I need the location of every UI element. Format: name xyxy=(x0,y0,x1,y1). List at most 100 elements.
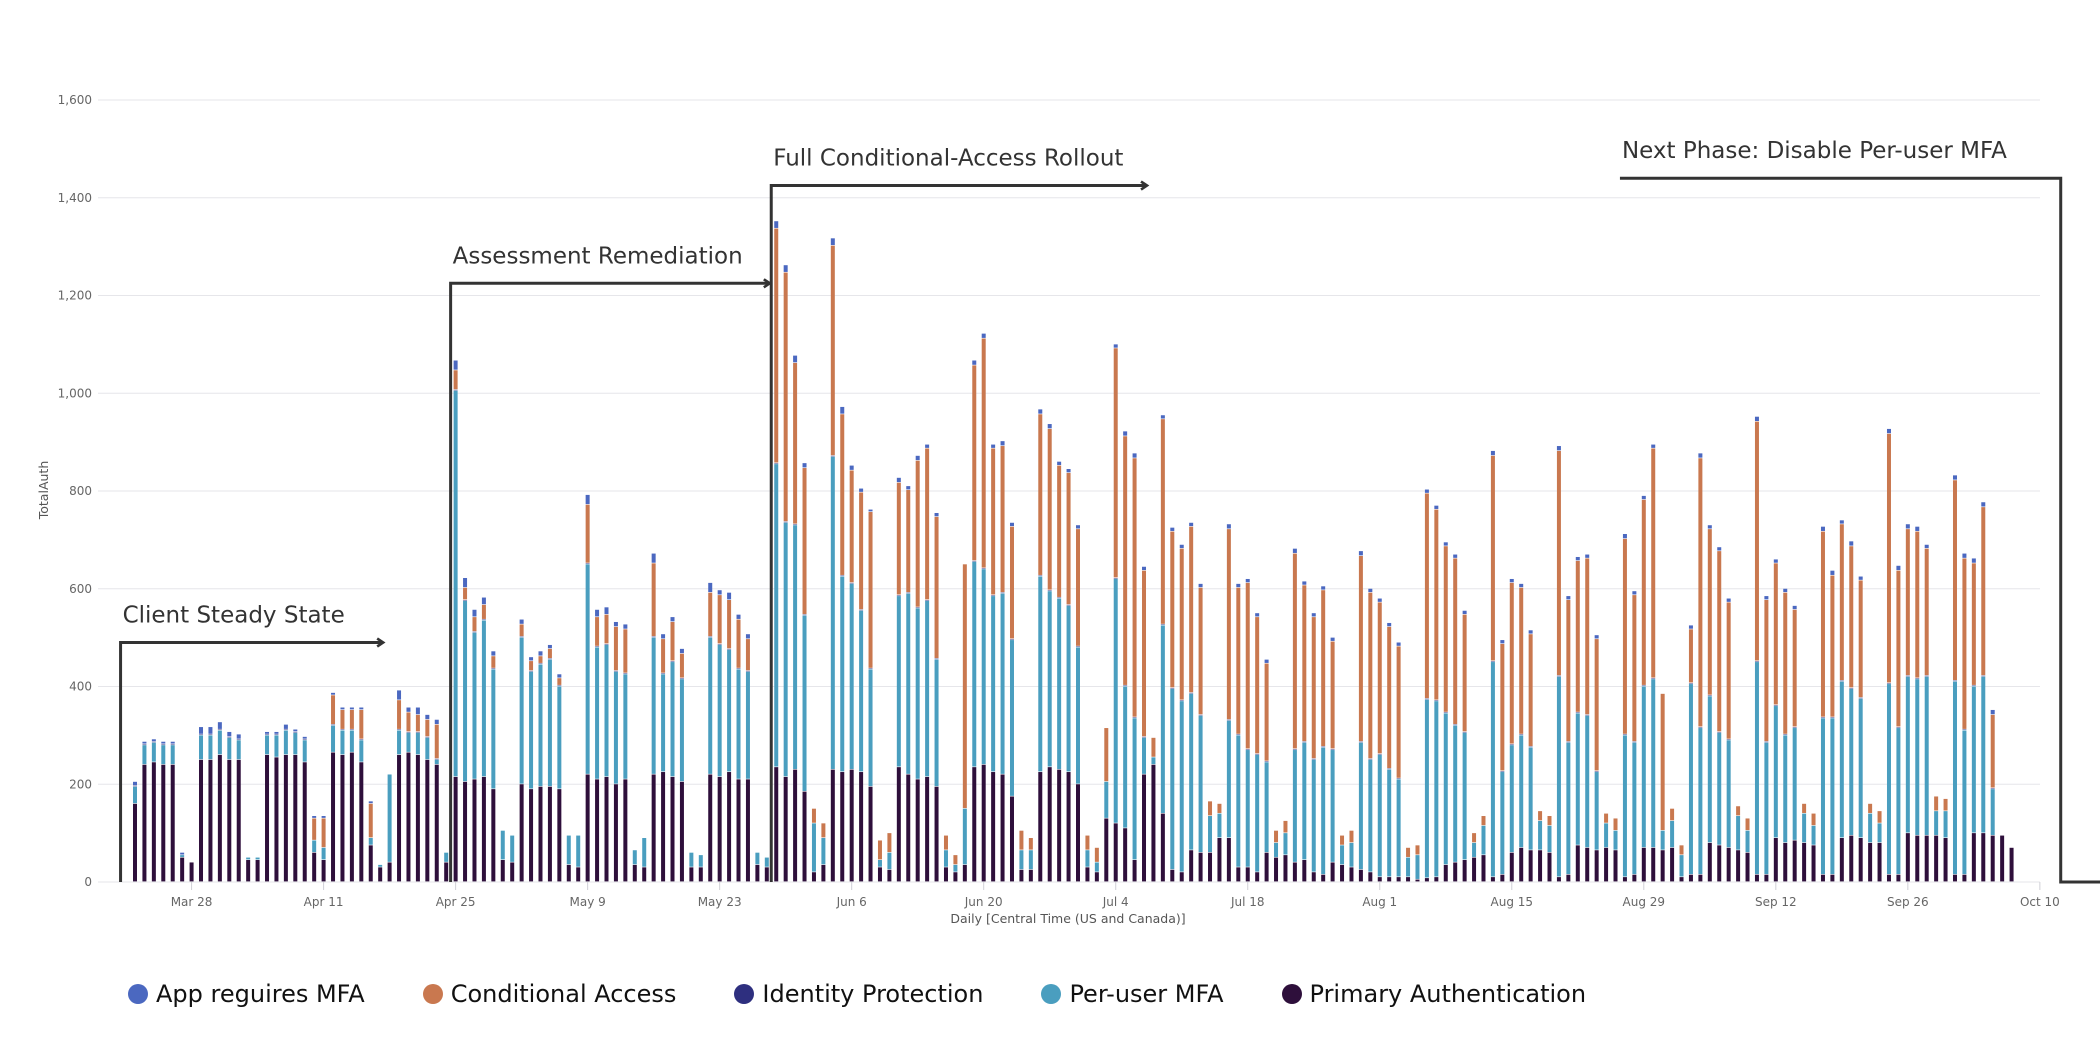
bar-segment-app-reguires-mfa xyxy=(1009,522,1014,527)
bar-segment-conditional-access xyxy=(1236,587,1241,734)
bar-segment-identity-protection xyxy=(1641,685,1646,687)
bar-segment-identity-protection xyxy=(1226,719,1231,721)
bar-segment-primary-authentication xyxy=(472,779,477,882)
bar-stack xyxy=(1849,541,1854,882)
bar-segment-per-user-mfa xyxy=(368,838,373,845)
bar-stack xyxy=(1651,444,1656,882)
bar-segment-per-user-mfa xyxy=(981,569,986,765)
bar-stack xyxy=(1688,625,1693,882)
bar-segment-per-user-mfa xyxy=(331,725,336,752)
bar-segment-primary-authentication xyxy=(1142,774,1147,882)
bar-segment-app-reguires-mfa xyxy=(1707,525,1712,529)
bar-stack xyxy=(943,835,948,882)
x-tick-label: Jun 6 xyxy=(836,895,867,909)
bar-stack xyxy=(293,729,298,882)
bar-segment-identity-protection xyxy=(340,729,345,731)
bar-segment-identity-protection xyxy=(679,678,684,679)
bar-segment-app-reguires-mfa xyxy=(1915,526,1920,531)
bar-segment-conditional-access xyxy=(613,626,618,671)
legend-item[interactable]: Conditional Access xyxy=(422,980,676,1008)
bar-segment-identity-protection xyxy=(1622,734,1627,735)
bar-segment-conditional-access xyxy=(774,228,779,463)
bar-stack xyxy=(463,577,468,882)
bar-segment-identity-protection xyxy=(1311,758,1316,760)
bar-segment-primary-authentication xyxy=(265,754,270,882)
bar-segment-primary-authentication xyxy=(877,867,882,882)
bar-segment-primary-authentication xyxy=(1189,850,1194,882)
legend-item[interactable]: Identity Protection xyxy=(734,980,983,1008)
bar-stack xyxy=(1038,409,1043,882)
bar-segment-primary-authentication xyxy=(1245,867,1250,882)
bar-segment-app-reguires-mfa xyxy=(1434,505,1439,509)
bar-segment-primary-authentication xyxy=(1839,838,1844,882)
legend-item[interactable]: Primary Authentication xyxy=(1281,980,1586,1008)
bar-segment-per-user-mfa xyxy=(774,464,779,767)
bar-segment-per-user-mfa xyxy=(1943,811,1948,838)
bar-segment-app-reguires-mfa xyxy=(1886,428,1891,434)
bar-segment-app-reguires-mfa xyxy=(1858,576,1863,580)
bar-segment-per-user-mfa xyxy=(906,593,911,774)
bar-segment-app-reguires-mfa xyxy=(1462,610,1467,615)
bar-segment-identity-protection xyxy=(1170,687,1175,689)
bar-segment-primary-authentication xyxy=(1028,869,1033,882)
bar-segment-conditional-access xyxy=(1028,838,1033,850)
bar-stack xyxy=(1255,613,1260,882)
bar-segment-identity-protection xyxy=(1047,590,1052,591)
bar-segment-conditional-access xyxy=(1783,592,1788,734)
bar-segment-primary-authentication xyxy=(651,774,656,882)
bar-segment-primary-authentication xyxy=(811,872,816,882)
bar-segment-per-user-mfa xyxy=(1915,679,1920,835)
bar-segment-app-reguires-mfa xyxy=(1698,453,1703,458)
annotation-3: Full Conditional-Access Rollout xyxy=(769,146,1146,882)
bar-segment-primary-authentication xyxy=(1311,872,1316,882)
bar-segment-primary-authentication xyxy=(717,776,722,882)
bar-segment-conditional-access xyxy=(547,648,552,659)
bar-segment-app-reguires-mfa xyxy=(1500,640,1505,644)
bar-segment-identity-protection xyxy=(265,734,270,735)
bar-stack xyxy=(1085,835,1090,882)
bar-segment-per-user-mfa xyxy=(613,671,618,784)
bar-segment-identity-protection xyxy=(1585,714,1590,716)
bar-segment-conditional-access xyxy=(1962,558,1967,729)
bar-stack xyxy=(1877,811,1882,882)
bar-segment-primary-authentication xyxy=(1952,874,1957,882)
bar-segment-conditional-access xyxy=(1632,595,1637,742)
bar-segment-per-user-mfa xyxy=(1660,830,1665,850)
bar-segment-per-user-mfa xyxy=(274,735,279,757)
bar-segment-app-reguires-mfa xyxy=(283,724,288,729)
bar-segment-primary-authentication xyxy=(1764,874,1769,882)
bar-segment-per-user-mfa xyxy=(349,730,354,752)
bar-segment-app-reguires-mfa xyxy=(1641,495,1646,500)
bar-segment-per-user-mfa xyxy=(481,620,486,777)
bar-segment-conditional-access xyxy=(1915,531,1920,678)
bar-stack xyxy=(595,609,600,882)
bar-segment-per-user-mfa xyxy=(1886,684,1891,875)
bar-segment-conditional-access xyxy=(925,448,930,600)
bar-segment-primary-authentication xyxy=(340,754,345,882)
bar-stack xyxy=(321,816,326,882)
bar-segment-conditional-access xyxy=(1651,448,1656,678)
bar-segment-conditional-access xyxy=(1736,806,1741,816)
legend-item[interactable]: App reguires MFA xyxy=(128,980,365,1008)
bar-segment-app-reguires-mfa xyxy=(849,465,854,470)
bar-segment-per-user-mfa xyxy=(1123,686,1128,828)
bar-segment-conditional-access xyxy=(1773,563,1778,705)
bar-segment-per-user-mfa xyxy=(1528,747,1533,850)
bar-segment-app-reguires-mfa xyxy=(651,553,656,563)
legend-item[interactable]: Per-user MFA xyxy=(1041,980,1224,1008)
bar-segment-app-reguires-mfa xyxy=(321,816,326,818)
bar-segment-primary-authentication xyxy=(1802,842,1807,882)
bar-segment-conditional-access xyxy=(1952,480,1957,681)
bar-stack xyxy=(1509,578,1514,882)
bar-segment-conditional-access xyxy=(1839,524,1844,681)
bar-stack xyxy=(1302,581,1307,882)
y-axis-title: TotalAuth xyxy=(36,461,51,521)
bar-segment-primary-authentication xyxy=(1820,874,1825,882)
bar-segment-per-user-mfa xyxy=(783,522,788,777)
bar-stack xyxy=(1189,522,1194,882)
bar-stack xyxy=(557,674,562,882)
x-tick-label: Aug 29 xyxy=(1623,895,1666,909)
bar-segment-primary-authentication xyxy=(170,764,175,882)
bar-segment-conditional-access xyxy=(453,370,458,390)
